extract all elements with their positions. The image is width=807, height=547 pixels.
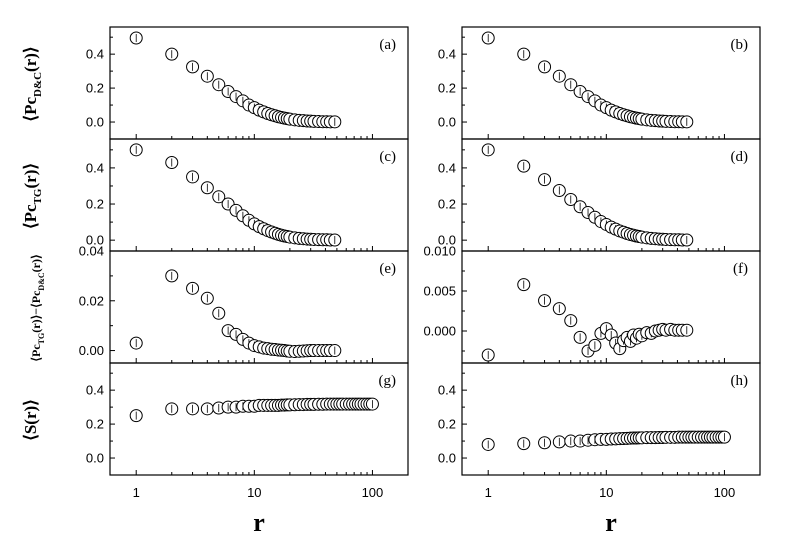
x-tick-label: 10 <box>247 485 261 500</box>
panel-label: (a) <box>379 37 396 53</box>
panel-label: (h) <box>731 373 749 389</box>
panel-g: 0.0 0.2 0.4 (g) <box>86 362 409 476</box>
y-tick-label: 0.0 <box>86 451 104 466</box>
panel-label: (e) <box>379 261 396 277</box>
xlabel-left: r <box>253 508 265 537</box>
panel-frame <box>109 138 409 252</box>
y-tick-label: 0.04 <box>79 244 104 259</box>
y-tick-label: 0.4 <box>86 383 104 398</box>
panel-c: 0.0 0.2 0.4 (c) <box>86 138 409 252</box>
x-tick-label: 10 <box>599 485 613 500</box>
y-tick-label: 0.0 <box>438 451 456 466</box>
x-tick-label: 1 <box>485 485 492 500</box>
panel-label: (b) <box>731 37 749 53</box>
x-tick-label: 100 <box>362 485 384 500</box>
y-tick-label: 0.010 <box>423 244 456 259</box>
panel-frame <box>461 138 761 252</box>
y-tick-label: 0.0 <box>86 115 104 130</box>
y-tick-label: 0.005 <box>423 284 456 299</box>
y-tick-label: 0.2 <box>438 81 456 96</box>
y-tick-label: 0.4 <box>438 47 456 62</box>
panels: 0.00.20.4(a)0.00.20.4(c)0.000.020.04(e)0… <box>79 26 761 500</box>
y-tick-label: 0.2 <box>86 81 104 96</box>
y-tick-label: 0.000 <box>423 324 456 339</box>
panel-label: (d) <box>731 149 749 165</box>
xlabel-right: r <box>605 508 617 537</box>
y-tick-label: 0.2 <box>438 417 456 432</box>
panel-label: (f) <box>733 261 748 277</box>
y-tick-label: 0.4 <box>86 47 104 62</box>
svg-text:⟨PcTG(r)⟩−⟨PcD&C(r)⟩: ⟨PcTG(r)⟩−⟨PcD&C(r)⟩ <box>29 254 46 361</box>
panel-frame <box>109 362 409 476</box>
y-tick-label: 0.4 <box>86 160 104 175</box>
panel-e: 0.00 0.02 0.04 (e) <box>79 244 409 364</box>
panel-frame <box>461 26 761 140</box>
panel-f: 0.000 0.005 0.010 (f) <box>423 244 761 364</box>
ylabel-a: ⟨PcD&C(r)⟩ <box>21 46 44 121</box>
y-tick-label: 0.0 <box>438 115 456 130</box>
panel-label: (c) <box>379 149 396 165</box>
y-tick-label: 0.4 <box>438 160 456 175</box>
y-tick-label: 0.0 <box>438 233 456 248</box>
ylabel-e: ⟨PcTG(r)⟩−⟨PcD&C(r)⟩ <box>29 254 46 361</box>
x-tick-label: 1 <box>133 485 140 500</box>
panel-a: 0.0 0.2 0.4 (a) <box>86 26 409 140</box>
panel-d: 0.0 0.2 0.4 (d) <box>438 138 761 252</box>
y-tick-label: 0.0 <box>86 233 104 248</box>
panel-b: 0.0 0.2 0.4 (b) <box>438 26 761 140</box>
y-tick-label: 0.4 <box>438 383 456 398</box>
svg-text:⟨PcD&C(r)⟩: ⟨PcD&C(r)⟩ <box>21 46 44 121</box>
y-tick-label: 0.02 <box>79 293 104 308</box>
x-tick-label: 100 <box>714 485 736 500</box>
ylabel-g: ⟨S(r)⟩ <box>21 399 40 441</box>
y-tick-label: 0.2 <box>438 197 456 212</box>
panel-frame <box>109 26 409 140</box>
y-tick-label: 0.00 <box>79 343 104 358</box>
panel-frame <box>461 362 761 476</box>
svg-text:⟨S(r)⟩: ⟨S(r)⟩ <box>21 399 40 441</box>
y-tick-label: 0.2 <box>86 417 104 432</box>
y-tick-label: 0.2 <box>86 197 104 212</box>
svg-text:⟨PcTG(r)⟩: ⟨PcTG(r)⟩ <box>21 163 44 229</box>
panel-h: 0.0 0.2 0.4 (h) <box>438 362 761 476</box>
ylabel-c: ⟨PcTG(r)⟩ <box>21 163 44 229</box>
panel-label: (g) <box>379 373 397 389</box>
